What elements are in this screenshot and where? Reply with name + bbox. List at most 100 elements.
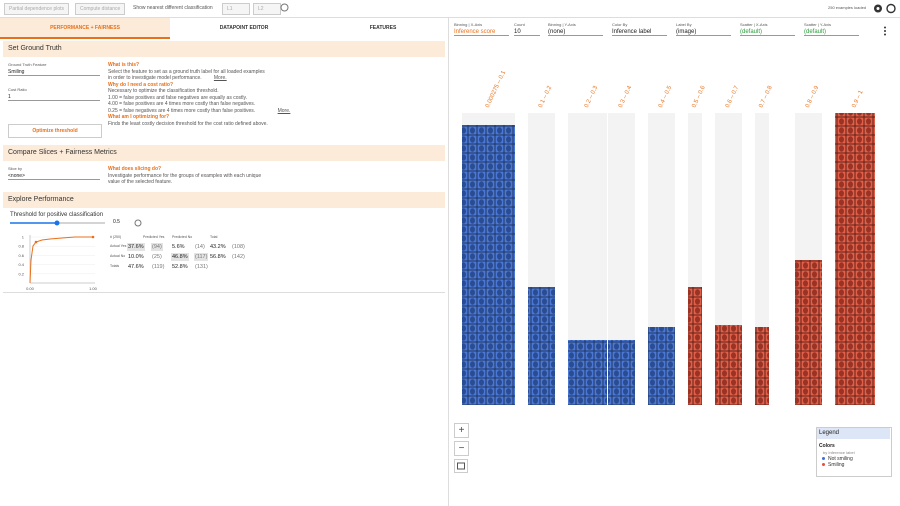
x-tick-label: 1.00	[89, 286, 98, 291]
help-line: 4.00 = false positives are 4 times more …	[108, 101, 256, 107]
help-line: Select the feature to set as a ground tr…	[108, 68, 265, 75]
tab[interactable]: PERFORMANCE + FAIRNESS	[50, 25, 120, 31]
l1-option[interactable]: L1	[222, 3, 250, 15]
bin-label: 0.6 – 0.7	[725, 85, 741, 109]
control-label: Binning | Y-Axis	[548, 22, 576, 27]
zoom-button[interactable]: −	[454, 441, 469, 456]
row-label: Totals	[110, 264, 120, 268]
legend-swatch	[822, 457, 825, 460]
legend-item[interactable]: Not smiling	[828, 456, 853, 462]
pdp-button[interactable]: Partial dependence plots	[4, 3, 70, 15]
end-point	[91, 235, 95, 239]
tab[interactable]: FEATURES	[369, 25, 397, 31]
y-tick-label: 0.4	[18, 262, 24, 267]
help-line: 0.25 = false negatives are 4 times more …	[108, 107, 256, 114]
help-line: Necessary to optimize the classification…	[108, 88, 219, 94]
row-label: Actual Yes	[110, 244, 127, 248]
section-header[interactable]	[3, 192, 445, 208]
control-select[interactable]: (default)	[740, 29, 795, 36]
more-menu[interactable]	[882, 26, 888, 36]
bin-label: 0.000275 – 0.1	[485, 69, 508, 108]
bin-images	[688, 287, 702, 405]
control-select[interactable]: Inference label	[612, 29, 667, 36]
bin-label: 0.4 – 0.5	[658, 85, 674, 109]
control-label: Scatter | Y-Axis	[804, 22, 832, 27]
field-label: Cost Ratio	[8, 87, 27, 92]
matrix-cell: (117)	[194, 253, 209, 261]
panel-divider	[448, 18, 449, 506]
help-line: Finds the least costly decision threshol…	[108, 120, 268, 127]
section-header[interactable]	[3, 145, 445, 161]
matrix-cell: 5.6%	[172, 244, 185, 250]
roc-curve	[29, 236, 93, 284]
help-heading: What is this?	[108, 62, 140, 68]
fit-button[interactable]	[454, 459, 468, 473]
roc-chart: 1 0.8 0.6 0.4 0.2 0.00 1.00	[18, 235, 98, 292]
bin-images	[608, 340, 635, 405]
more-link[interactable]: More.	[277, 107, 291, 114]
threshold-point	[34, 240, 38, 244]
help-line: 1.00 = false positives and false negativ…	[108, 94, 248, 101]
threshold-slider[interactable]	[10, 219, 150, 231]
help-line: value of the selected feature.	[108, 179, 173, 185]
bin-images	[755, 327, 769, 405]
tab-active[interactable]	[0, 18, 170, 39]
matrix-header: Total	[210, 235, 218, 239]
bin-label: 0.2 – 0.3	[584, 85, 600, 109]
matrix-cell: 37.6%	[127, 243, 145, 251]
settings-help-icons[interactable]	[873, 3, 897, 14]
section-title: Compare Slices + Fairness Metrics	[8, 149, 117, 156]
optimize-button[interactable]: Optimize threshold	[8, 124, 102, 138]
control-label: Count	[514, 22, 525, 27]
l2-option[interactable]: L2	[253, 3, 281, 15]
divider	[3, 292, 445, 293]
matrix-header: Predicted No	[172, 235, 193, 239]
matrix-cell: (142)	[232, 254, 245, 260]
bin-label: 0.1 – 0.2	[538, 85, 554, 109]
control-select[interactable]: (image)	[676, 29, 731, 36]
y-tick-label: 0.2	[18, 271, 24, 276]
slice-select[interactable]: <none>	[8, 173, 100, 180]
examples-loaded: 250 examples loaded	[828, 5, 867, 10]
field-label: Slice by	[8, 166, 23, 171]
control-label: Label By	[676, 22, 692, 27]
matrix-cell: 47.6%	[128, 264, 144, 270]
bin-label: 0.3 – 0.4	[618, 85, 634, 109]
control-select[interactable]: 10	[514, 29, 540, 36]
bin-images	[528, 287, 555, 405]
info-icon[interactable]	[280, 3, 289, 12]
legend-swatch	[822, 463, 825, 466]
distance-button[interactable]: Compute distance	[75, 3, 126, 15]
matrix-cell: 46.8%	[171, 253, 189, 261]
section-title: Set Ground Truth	[8, 45, 62, 52]
cost-input[interactable]: 1	[8, 94, 100, 101]
help-heading: Why do I need a cost ratio?	[108, 81, 174, 88]
y-tick-label: 0.8	[18, 244, 24, 249]
control-select[interactable]: (none)	[548, 29, 603, 36]
section-header[interactable]	[3, 41, 445, 57]
legend-header[interactable]	[817, 428, 890, 439]
control-select[interactable]: (default)	[804, 29, 859, 36]
bin-images	[568, 340, 607, 405]
bin-label: 0.9 – 1	[851, 89, 864, 109]
matrix-cell: 56.8%	[210, 254, 226, 260]
matrix-header: # (250)	[110, 235, 122, 239]
help-heading: What does slicing do?	[108, 166, 162, 172]
row-label: Actual No	[110, 254, 126, 258]
matrix-cell: 43.2%	[210, 244, 226, 250]
top-bar	[0, 0, 900, 18]
tab[interactable]: DATAPOINT EDITOR	[219, 25, 269, 31]
more-link[interactable]: More.	[213, 75, 227, 81]
zoom-button[interactable]: +	[454, 423, 469, 438]
legend-heading: Colors	[819, 443, 835, 449]
legend-item[interactable]: Smiling	[828, 462, 845, 468]
threshold-value[interactable]: 0.5	[113, 219, 120, 225]
bin-images	[715, 325, 742, 405]
matrix-cell: 10.0%	[128, 254, 144, 260]
section-title: Explore Performance	[8, 196, 74, 203]
control-select[interactable]: Inference score	[454, 29, 509, 36]
feature-select[interactable]: Smiling	[8, 69, 100, 76]
help-heading: What am I optimizing for?	[108, 114, 170, 120]
